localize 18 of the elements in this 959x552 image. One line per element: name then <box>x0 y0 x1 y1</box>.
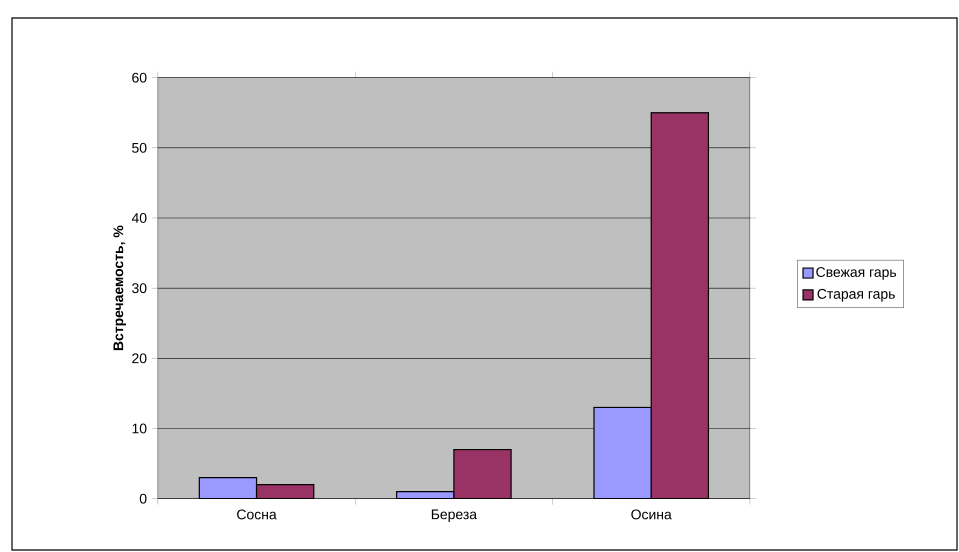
y-tick-label: 50 <box>132 142 146 153</box>
x-tick-label: Береза <box>432 510 478 522</box>
y-tick-label: 30 <box>132 283 146 294</box>
y-tick-label: 0 <box>140 494 146 504</box>
y-tick-label: 60 <box>132 72 146 83</box>
bar <box>650 112 710 499</box>
y-tick-label: 20 <box>132 353 146 364</box>
x-tick-label: Сосна <box>237 509 277 520</box>
bar <box>198 477 258 499</box>
bar <box>256 484 314 499</box>
bar <box>453 448 512 499</box>
y-tick-label: 10 <box>132 424 146 434</box>
bar <box>593 406 652 499</box>
y-tick-label: 40 <box>132 213 146 223</box>
legend-label: Старая гарь <box>818 288 895 302</box>
legend-label: Свежая гарь <box>816 267 896 280</box>
y-axis-title: Встречаемость, % <box>113 226 126 350</box>
x-tick-label: Осина <box>631 509 672 520</box>
